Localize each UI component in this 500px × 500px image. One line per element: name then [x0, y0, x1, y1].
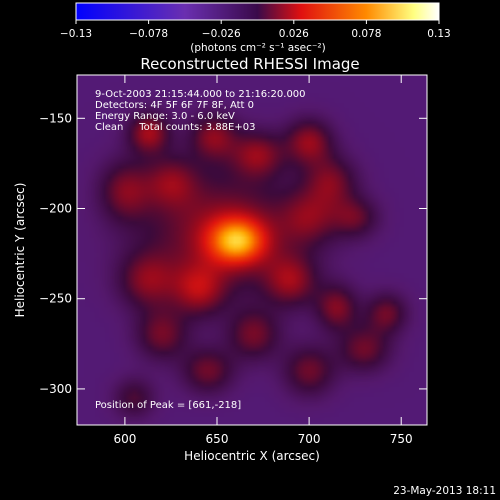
x-tick-label: 700 — [298, 432, 321, 446]
colorbar-gradient — [75, 2, 440, 21]
colorbar-ticks: −0.13 −0.078 −0.026 0.026 0.078 0.13 — [60, 20, 451, 40]
colorbar-tick-label: −0.078 — [129, 28, 168, 40]
info-text: 9-Oct-2003 21:15:44.000 to 21:16:20.000D… — [95, 89, 306, 133]
y-tick-label: −250 — [39, 292, 72, 306]
info-line: Energy Range: 3.0 - 6.0 keV — [95, 111, 235, 122]
plot-frame — [76, 74, 428, 426]
heatmap-image — [77, 75, 427, 425]
timestamp: 23-May-2013 18:11 — [393, 485, 496, 497]
colorbar-tick-label: −0.026 — [202, 28, 241, 40]
colorbar-tick-label: −0.13 — [60, 28, 92, 40]
y-tick-label: −300 — [39, 382, 72, 396]
peak-position-label: Position of Peak = [661,-218] — [95, 400, 241, 411]
y-tick-label: −200 — [39, 202, 72, 216]
info-line: Detectors: 4F 5F 6F 7F 8F, Att 0 — [95, 100, 254, 111]
y-tick-label: −150 — [39, 111, 72, 125]
chart-title: Reconstructed RHESSI Image — [140, 55, 359, 73]
info-line: Clean Total counts: 3.88E+03 — [95, 122, 255, 133]
plot-area: 9-Oct-2003 21:15:44.000 to 21:16:20.000D… — [39, 74, 428, 446]
x-tick-label: 650 — [206, 432, 229, 446]
colorbar-tick-label: 0.078 — [351, 28, 381, 40]
colorbar-tick-label: 0.026 — [279, 28, 309, 40]
axis-ticks: 600 650 700 750 −150 −200 −250 −300 — [39, 75, 427, 446]
heatmap-canvas — [77, 75, 427, 425]
colorbar-label: (photons cm⁻² s⁻¹ asec⁻²) — [190, 42, 325, 54]
x-tick-label: 600 — [113, 432, 136, 446]
x-axis-label: Heliocentric X (arcsec) — [184, 449, 320, 463]
x-tick-label: 750 — [390, 432, 413, 446]
info-line: 9-Oct-2003 21:15:44.000 to 21:16:20.000 — [95, 89, 306, 100]
colorbar-tick-label: 0.13 — [427, 28, 450, 40]
y-axis-label: Heliocentric Y (arcsec) — [13, 183, 27, 318]
colorbar: −0.13 −0.078 −0.026 0.026 0.078 0.13 (photons… — [60, 2, 451, 54]
